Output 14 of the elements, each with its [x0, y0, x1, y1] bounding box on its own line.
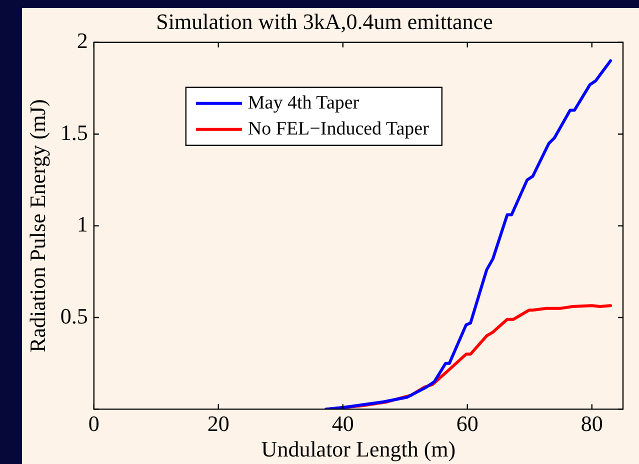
y-tick-label: 1 [76, 212, 88, 237]
legend-label: May 4th Taper [248, 92, 360, 114]
x-axis-title: Undulator Length (m) [261, 436, 456, 462]
y-tick-label: 2 [76, 28, 88, 54]
y-tick-label: 0.5 [60, 303, 88, 328]
x-tick-label: 60 [456, 411, 478, 436]
x-tick-label: 20 [207, 411, 230, 436]
y-axis-title: Radiation Pulse Energy (mJ) [24, 99, 50, 352]
y-tick-label: 1.5 [60, 120, 88, 145]
x-tick-label: 80 [580, 411, 603, 436]
chart-title: Simulation with 3kA,0.4um emittance [156, 8, 493, 34]
x-tick-label: 40 [332, 411, 354, 436]
x-tick-label: 0 [88, 411, 100, 436]
legend-label: No FEL−Induced Taper [248, 118, 430, 140]
